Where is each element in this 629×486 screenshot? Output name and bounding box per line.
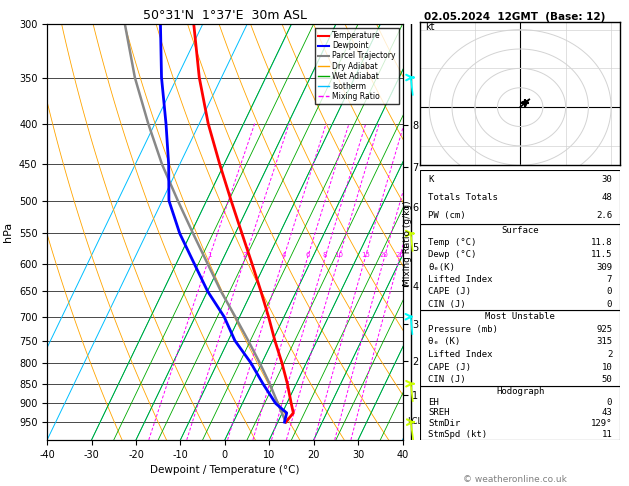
Text: © weatheronline.co.uk: © weatheronline.co.uk [462,474,567,484]
Text: 2.6: 2.6 [596,210,612,220]
Text: 8: 8 [323,252,327,258]
Text: Mixing Ratio (g/kg): Mixing Ratio (g/kg) [403,200,412,286]
Text: 0: 0 [607,300,612,309]
Text: 315: 315 [596,337,612,347]
Y-axis label: hPa: hPa [3,222,13,242]
Text: 2: 2 [243,252,247,258]
Text: 925: 925 [596,325,612,334]
Y-axis label: km
ASL: km ASL [421,223,443,241]
Text: 11.8: 11.8 [591,238,612,247]
Text: 10: 10 [335,252,343,258]
Text: 4: 4 [282,252,286,258]
Text: 10: 10 [601,363,612,371]
Text: Pressure (mb): Pressure (mb) [428,325,498,334]
Text: StmSpd (kt): StmSpd (kt) [428,430,487,439]
Text: Temp (°C): Temp (°C) [428,238,477,247]
Bar [420,224,620,311]
Text: 02.05.2024  12GMT  (Base: 12): 02.05.2024 12GMT (Base: 12) [424,12,605,22]
Title: 50°31'N  1°37'E  30m ASL: 50°31'N 1°37'E 30m ASL [143,9,307,22]
Bar [420,386,620,440]
Text: 20: 20 [380,252,389,258]
Text: 0: 0 [607,287,612,296]
Text: Lifted Index: Lifted Index [428,275,493,284]
X-axis label: Dewpoint / Temperature (°C): Dewpoint / Temperature (°C) [150,465,299,475]
Text: 7: 7 [607,275,612,284]
Text: CIN (J): CIN (J) [428,300,466,309]
Text: Hodograph: Hodograph [496,387,544,396]
Text: CAPE (J): CAPE (J) [428,287,471,296]
Text: 309: 309 [596,263,612,272]
Text: 0: 0 [607,398,612,407]
Text: StmDir: StmDir [428,419,460,428]
Text: EH: EH [428,398,439,407]
Legend: Temperature, Dewpoint, Parcel Trajectory, Dry Adiabat, Wet Adiabat, Isotherm, Mi: Temperature, Dewpoint, Parcel Trajectory… [314,28,399,104]
Text: 2: 2 [607,350,612,359]
Bar [420,311,620,386]
Text: 129°: 129° [591,419,612,428]
Text: Totals Totals: Totals Totals [428,192,498,202]
Text: θₑ (K): θₑ (K) [428,337,460,347]
Text: 1: 1 [207,252,211,258]
Text: 11: 11 [601,430,612,439]
Text: 6: 6 [305,252,310,258]
Text: 11.5: 11.5 [591,250,612,260]
Text: 30: 30 [601,174,612,184]
Text: SREH: SREH [428,408,450,417]
Text: Most Unstable: Most Unstable [485,312,555,321]
Text: LCL: LCL [407,417,422,426]
Text: Surface: Surface [501,226,539,235]
Text: 15: 15 [361,252,370,258]
Text: kt: kt [425,21,434,32]
Text: K: K [428,174,433,184]
Bar [420,170,620,224]
Text: 50: 50 [601,375,612,384]
Text: 43: 43 [601,408,612,417]
Text: 25: 25 [395,252,404,258]
Text: Lifted Index: Lifted Index [428,350,493,359]
Text: CIN (J): CIN (J) [428,375,466,384]
Text: CAPE (J): CAPE (J) [428,363,471,371]
Text: θₑ(K): θₑ(K) [428,263,455,272]
Text: 48: 48 [601,192,612,202]
Text: Dewp (°C): Dewp (°C) [428,250,477,260]
Text: PW (cm): PW (cm) [428,210,466,220]
